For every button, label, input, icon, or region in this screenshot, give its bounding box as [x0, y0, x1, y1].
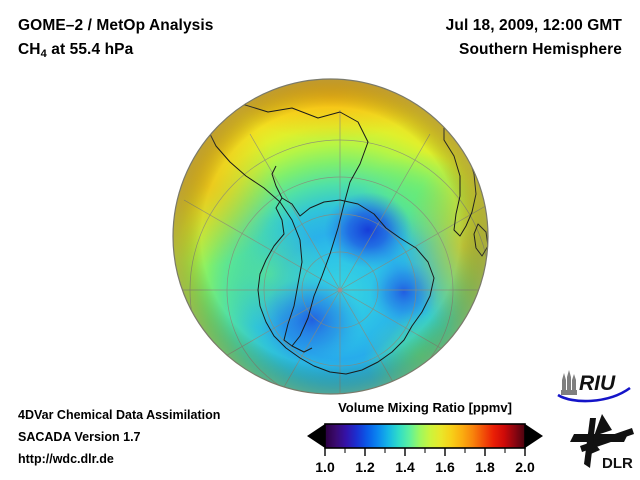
globe-outline	[172, 78, 489, 395]
footer-line-1: 4DVar Chemical Data Assimilation	[18, 408, 221, 422]
header-left: GOME–2 / MetOp Analysis CH4 at 55.4 hPa	[18, 14, 214, 63]
riu-logo: RIU	[556, 368, 632, 409]
globe-map	[172, 78, 489, 395]
colorbar-tick-label: 1.6	[435, 459, 455, 475]
colorbar-cap-right	[525, 424, 543, 448]
page-title: GOME–2 / MetOp Analysis	[18, 17, 214, 34]
colorbar-tick-labels: 1.0 1.2 1.4 1.6 1.8 2.0	[315, 459, 535, 475]
colorbar-svg: 1.0 1.2 1.4 1.6 1.8 2.0	[307, 423, 543, 475]
species-prefix: CH	[18, 41, 41, 58]
colorbar-minor-ticks	[344, 448, 506, 453]
riu-logo-svg: RIU	[557, 370, 631, 403]
dlr-logo: DLR	[566, 412, 636, 479]
species-subscript: 4	[40, 48, 47, 60]
species-label: CH4 at 55.4 hPa	[18, 38, 214, 63]
dlr-logo-svg: DLR	[570, 414, 634, 472]
colorbar-gradient	[325, 424, 525, 448]
region-label: Southern Hemisphere	[459, 41, 622, 58]
footer-line-3[interactable]: http://wdc.dlr.de	[18, 452, 114, 466]
colorbar-tick-label: 1.8	[475, 459, 495, 475]
riu-wordmark: RIU	[579, 372, 616, 395]
timestamp: Jul 18, 2009, 12:00 GMT	[445, 17, 622, 34]
colorbar-cap-left	[307, 424, 325, 448]
colorbar-tick-label: 1.4	[395, 459, 415, 475]
limb-shading	[173, 79, 488, 394]
species-level: at 55.4 hPa	[46, 41, 134, 58]
globe-svg	[172, 78, 489, 395]
dlr-mark-icon	[570, 414, 634, 468]
footer-credits: 4DVar Chemical Data Assimilation SACADA …	[18, 404, 220, 470]
colorbar-tick-label: 2.0	[515, 459, 535, 475]
header-right: Jul 18, 2009, 12:00 GMT Southern Hemisph…	[446, 14, 622, 62]
colorbar-tick-label: 1.0	[315, 459, 335, 475]
riu-swoosh-icon	[557, 386, 631, 403]
colorbar-title: Volume Mixing Ratio [ppmv]	[338, 400, 512, 415]
dlr-wordmark: DLR	[602, 455, 633, 472]
colorbar-tick-label: 1.2	[355, 459, 375, 475]
footer-line-2: SACADA Version 1.7	[18, 430, 141, 444]
colorbar: Volume Mixing Ratio [ppmv]	[300, 400, 550, 478]
coastline-australia	[467, 377, 488, 394]
colorbar-ticks	[324, 448, 526, 456]
cathedral-towers-icon	[561, 370, 577, 395]
